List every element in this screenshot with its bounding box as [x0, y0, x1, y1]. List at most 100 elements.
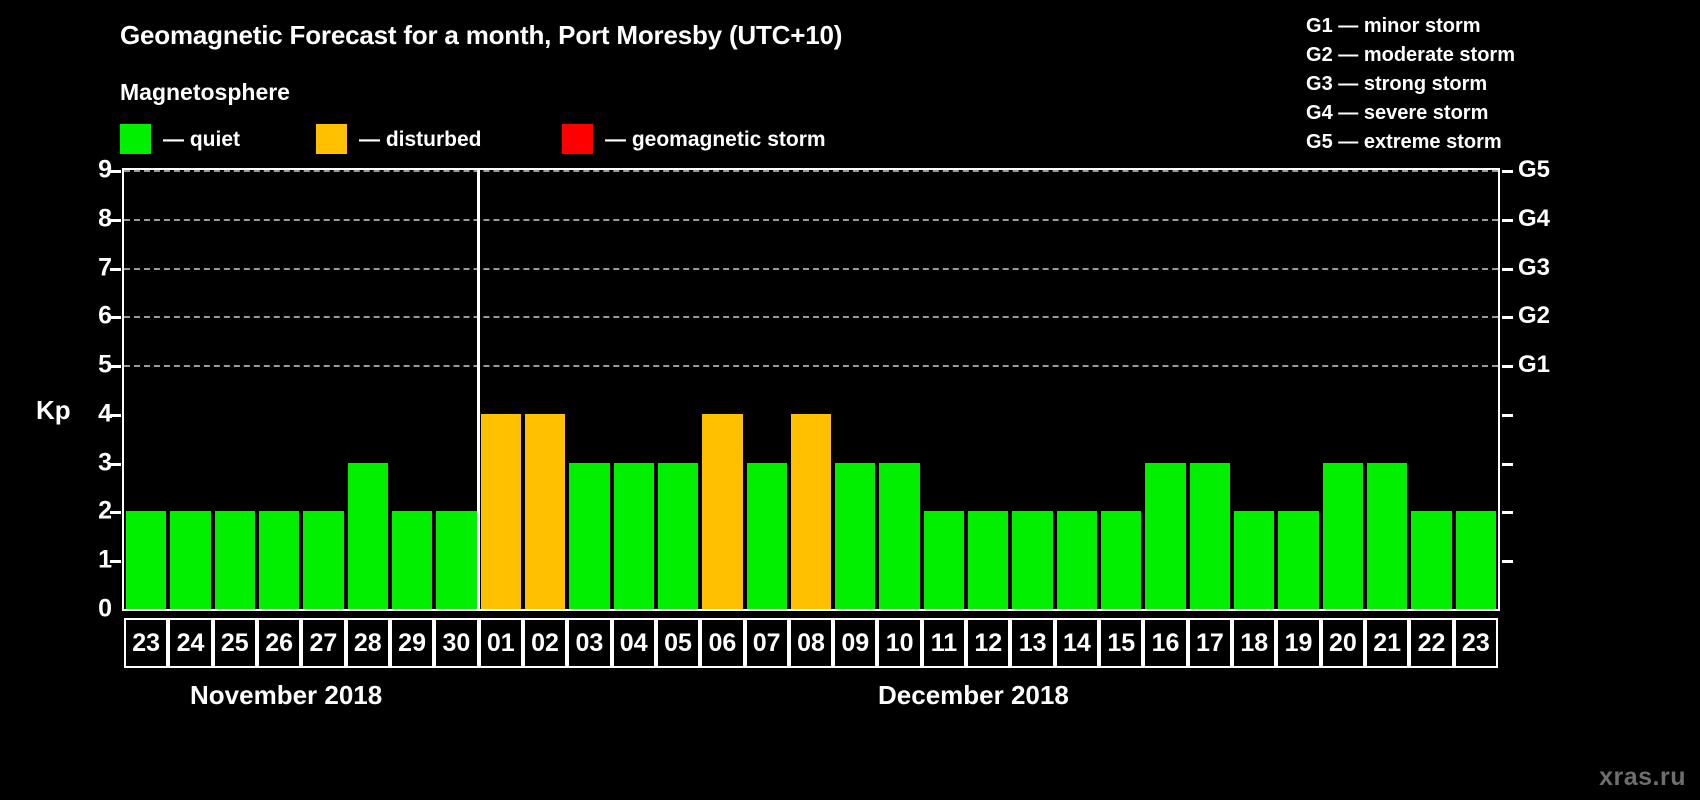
legend-label-2: — geomagnetic storm — [605, 127, 826, 151]
g-tick-mark-G3 — [1502, 267, 1513, 271]
y-axis-title: Kp — [36, 395, 71, 425]
day-label-december-21[interactable]: 21 — [1365, 618, 1410, 668]
y-tick-mark-2 — [110, 511, 121, 515]
day-label-november-26[interactable]: 26 — [256, 618, 302, 668]
day-label-december-09[interactable]: 09 — [833, 618, 878, 668]
y-tick-label-5: 5 — [98, 350, 112, 379]
g-tick-mark-minor-3 — [1502, 462, 1513, 466]
day-label-december-22[interactable]: 22 — [1409, 618, 1454, 668]
day-label-december-01[interactable]: 01 — [478, 618, 523, 668]
day-label-december-19[interactable]: 19 — [1276, 618, 1321, 668]
month-label-december: December 2018 — [878, 680, 1069, 710]
y-tick-mark-4 — [110, 413, 121, 417]
day-label-december-23[interactable]: 23 — [1453, 618, 1498, 668]
bar-december-10[interactable] — [879, 462, 920, 609]
day-label-december-02[interactable]: 02 — [522, 618, 568, 668]
legend-item-2: — geomagnetic storm — [562, 123, 826, 155]
day-label-december-05[interactable]: 05 — [655, 618, 701, 668]
watermark: xras.ru — [1599, 763, 1686, 791]
day-label-december-11[interactable]: 11 — [921, 618, 967, 668]
y-tick-mark-7 — [110, 267, 121, 271]
magnetosphere-label: Magnetosphere — [120, 79, 290, 105]
g-tick-mark-G2 — [1502, 316, 1513, 320]
day-label-december-13[interactable]: 13 — [1010, 618, 1055, 668]
day-label-december-17[interactable]: 17 — [1187, 618, 1233, 668]
bar-november-28[interactable] — [347, 462, 388, 609]
bar-november-23[interactable] — [126, 511, 167, 609]
bar-december-19[interactable] — [1278, 511, 1319, 609]
day-label-november-28[interactable]: 28 — [345, 618, 390, 668]
y-tick-label-4: 4 — [98, 399, 112, 428]
bar-december-15[interactable] — [1101, 511, 1142, 609]
page-title: Geomagnetic Forecast for a month, Port M… — [120, 20, 843, 50]
g-tick-mark-G4 — [1502, 218, 1513, 222]
bar-december-17[interactable] — [1189, 462, 1231, 609]
y-tick-mark-8 — [110, 218, 121, 222]
gscale-key-row-3: G3 — strong storm — [1306, 73, 1488, 95]
g-tick-label-G2: G2 — [1518, 302, 1551, 330]
bar-december-03[interactable] — [569, 462, 610, 609]
bar-december-04[interactable] — [613, 462, 654, 609]
y-tick-label-2: 2 — [98, 496, 112, 525]
gscale-key-row-2: G2 — moderate storm — [1306, 44, 1515, 66]
gscale-key-row-5: G5 — extreme storm — [1306, 131, 1502, 153]
legend-item-1: — disturbed — [316, 123, 482, 155]
day-label-november-24[interactable]: 24 — [168, 618, 213, 668]
bar-november-27[interactable] — [303, 511, 344, 609]
g-tick-mark-minor-1 — [1502, 560, 1513, 564]
day-label-december-06[interactable]: 06 — [700, 618, 745, 668]
day-label-december-16[interactable]: 16 — [1143, 618, 1188, 668]
bar-december-06[interactable] — [702, 413, 743, 609]
day-label-december-14[interactable]: 14 — [1054, 618, 1100, 668]
g-tick-mark-G5 — [1502, 170, 1513, 173]
bar-november-29[interactable] — [391, 511, 433, 609]
g-tick-label-G4: G4 — [1518, 204, 1551, 232]
day-label-december-04[interactable]: 04 — [611, 618, 656, 668]
bar-december-09[interactable] — [835, 462, 876, 609]
bar-november-25[interactable] — [214, 511, 255, 609]
g-tick-label-G5: G5 — [1518, 156, 1551, 183]
bar-december-18[interactable] — [1234, 511, 1275, 609]
day-label-december-18[interactable]: 18 — [1232, 618, 1277, 668]
day-label-november-27[interactable]: 27 — [301, 618, 346, 668]
bar-december-20[interactable] — [1322, 462, 1364, 609]
bar-december-11[interactable] — [923, 511, 965, 609]
day-label-december-12[interactable]: 12 — [966, 618, 1011, 668]
bar-december-01[interactable] — [480, 413, 521, 609]
bar-december-05[interactable] — [657, 462, 699, 609]
day-label-december-15[interactable]: 15 — [1099, 618, 1144, 668]
day-label-november-29[interactable]: 29 — [389, 618, 435, 668]
bar-november-30[interactable] — [436, 511, 477, 609]
day-label-december-20[interactable]: 20 — [1320, 618, 1366, 668]
day-label-december-07[interactable]: 07 — [744, 618, 789, 668]
bar-december-07[interactable] — [746, 462, 787, 609]
bar-december-12[interactable] — [968, 511, 1009, 609]
y-tick-label-8: 8 — [98, 204, 112, 233]
gridline-kp-7 — [124, 267, 1498, 270]
day-label-november-30[interactable]: 30 — [434, 618, 479, 668]
day-label-december-03[interactable]: 03 — [567, 618, 612, 668]
day-label-november-25[interactable]: 25 — [212, 618, 257, 668]
bar-december-21[interactable] — [1367, 462, 1408, 609]
y-tick-label-3: 3 — [98, 448, 112, 477]
gridline-kp-9 — [124, 170, 1498, 172]
bar-november-24[interactable] — [170, 511, 211, 609]
bar-december-02[interactable] — [524, 413, 566, 609]
day-label-december-10[interactable]: 10 — [877, 618, 922, 668]
bar-december-22[interactable] — [1411, 511, 1452, 609]
bar-december-08[interactable] — [790, 413, 832, 609]
bar-december-23[interactable] — [1455, 511, 1496, 609]
bar-december-16[interactable] — [1145, 462, 1186, 609]
y-tick-label-6: 6 — [98, 301, 112, 330]
month-label-november: November 2018 — [190, 680, 383, 710]
gscale-key-row-1: G1 — minor storm — [1306, 15, 1481, 37]
bar-december-14[interactable] — [1056, 511, 1098, 609]
bar-november-26[interactable] — [258, 511, 300, 609]
gscale-key: G1 — minor storm G2 — moderate storm G3 — … — [1306, 12, 1515, 157]
legend-swatch-disturbed — [316, 124, 347, 154]
day-label-december-08[interactable]: 08 — [788, 618, 834, 668]
y-tick-label-9: 9 — [98, 155, 112, 184]
day-label-november-23[interactable]: 23 — [124, 618, 169, 668]
bar-december-13[interactable] — [1012, 511, 1053, 609]
y-tick-label-0: 0 — [98, 594, 112, 623]
